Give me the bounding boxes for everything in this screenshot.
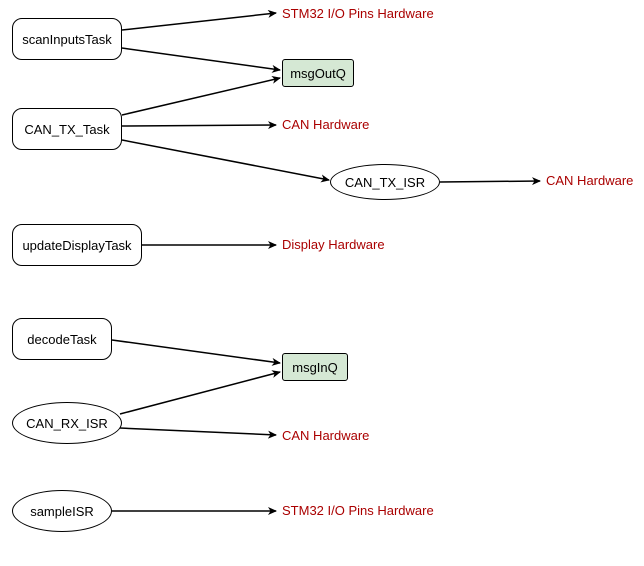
edge-arrow bbox=[122, 125, 276, 126]
node-label: msgInQ bbox=[292, 360, 338, 375]
node-scan-inputs-task: scanInputsTask bbox=[12, 18, 122, 60]
node-sample-isr: sampleISR bbox=[12, 490, 112, 532]
node-label: scanInputsTask bbox=[22, 32, 112, 47]
node-msg-out-q: msgOutQ bbox=[282, 59, 354, 87]
hw-label-display-hw: Display Hardware bbox=[282, 237, 385, 252]
edge-arrow bbox=[120, 372, 280, 414]
edge-arrow bbox=[122, 140, 329, 180]
hw-label-stm32-io-1: STM32 I/O Pins Hardware bbox=[282, 6, 434, 21]
edge-arrow bbox=[122, 48, 280, 70]
node-update-display-task: updateDisplayTask bbox=[12, 224, 142, 266]
node-label: CAN_TX_ISR bbox=[345, 175, 425, 190]
node-label: sampleISR bbox=[30, 504, 94, 519]
hw-label-can-hw-1: CAN Hardware bbox=[282, 117, 369, 132]
edge-arrow bbox=[122, 78, 280, 115]
node-label: CAN_RX_ISR bbox=[26, 416, 108, 431]
edge-arrow bbox=[122, 13, 276, 30]
node-label: CAN_TX_Task bbox=[24, 122, 109, 137]
edge-arrow bbox=[120, 428, 276, 435]
node-label: decodeTask bbox=[27, 332, 96, 347]
node-can-rx-isr: CAN_RX_ISR bbox=[12, 402, 122, 444]
edge-arrow bbox=[440, 181, 540, 182]
diagram-canvas: scanInputsTask CAN_TX_Task updateDisplay… bbox=[0, 0, 644, 566]
node-can-tx-isr: CAN_TX_ISR bbox=[330, 164, 440, 200]
node-label: msgOutQ bbox=[290, 66, 346, 81]
hw-label-stm32-io-2: STM32 I/O Pins Hardware bbox=[282, 503, 434, 518]
node-decode-task: decodeTask bbox=[12, 318, 112, 360]
hw-label-can-hw-2: CAN Hardware bbox=[546, 173, 633, 188]
node-can-tx-task: CAN_TX_Task bbox=[12, 108, 122, 150]
hw-label-can-hw-3: CAN Hardware bbox=[282, 428, 369, 443]
node-msg-in-q: msgInQ bbox=[282, 353, 348, 381]
edge-arrow bbox=[112, 340, 280, 363]
node-label: updateDisplayTask bbox=[22, 238, 131, 253]
